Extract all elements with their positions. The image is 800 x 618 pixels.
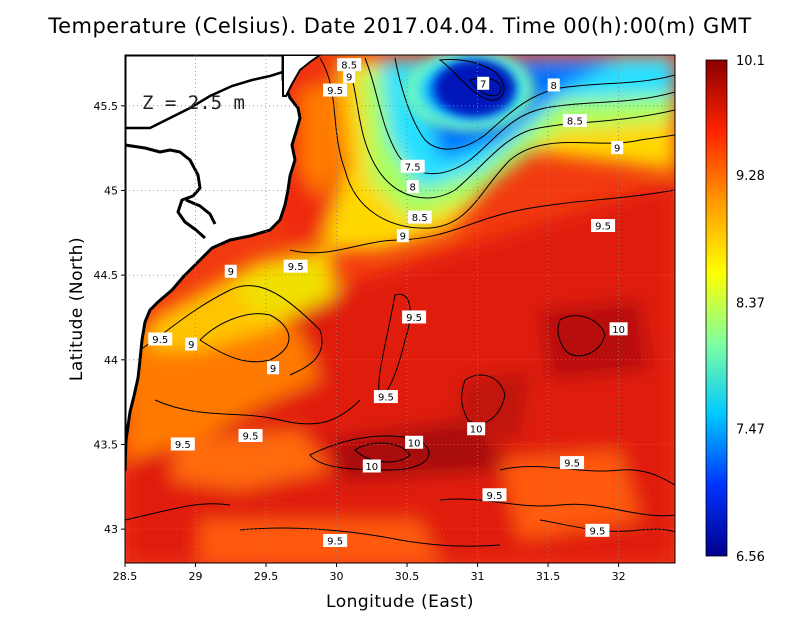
contour-label-text: 10 — [365, 462, 378, 473]
x-tick-label: 32 — [612, 570, 626, 583]
contour-label: 9 — [396, 229, 409, 243]
contour-label: 9.5 — [283, 259, 308, 273]
contour-label: 9.5 — [560, 456, 585, 470]
x-tick-label: 29 — [189, 570, 203, 583]
x-tick-label: 28.5 — [113, 570, 138, 583]
x-tick-label: 30.5 — [395, 570, 420, 583]
y-axis-label: Latitude (North) — [67, 237, 87, 381]
coast-detail — [125, 70, 284, 130]
x-tick-label: 31.5 — [536, 570, 561, 583]
map-grid — [125, 55, 675, 563]
contour-label: 9.5 — [373, 390, 398, 404]
depth-label: Z = 2.5 m — [142, 92, 245, 114]
contour-label-text: 9.5 — [406, 313, 422, 324]
contour-label: 8.5 — [407, 210, 432, 224]
contour-label: 8 — [406, 180, 419, 194]
contour-label: 8 — [547, 78, 560, 92]
contour-label: 9.5 — [148, 332, 173, 346]
contour-label-text: 9 — [228, 267, 234, 278]
y-tick-label: 45 — [104, 184, 118, 197]
contour-label: 7 — [477, 76, 490, 90]
contour-label-text: 9.5 — [564, 459, 580, 470]
contour-label: 8.5 — [562, 114, 587, 128]
contour-label-text: 9 — [270, 364, 276, 375]
contour-label-text: 9.5 — [288, 262, 304, 273]
contour-label: 9 — [611, 141, 624, 155]
y-tick-label: 44 — [104, 354, 118, 367]
y-tick-label: 43.5 — [94, 438, 119, 451]
map-title: Temperature (Celsius). Date 2017.04.04. … — [48, 14, 752, 38]
contour-label-text: 9.5 — [378, 393, 394, 404]
contour-label: 9 — [224, 264, 237, 278]
contour-label-text: 8 — [410, 183, 416, 194]
contour-label: 10 — [362, 459, 381, 473]
plot-frame — [124, 54, 676, 564]
contour-label-text: 8.5 — [412, 213, 428, 224]
contour-label: 8.5 — [337, 58, 362, 72]
y-tick-label: 44.5 — [94, 269, 119, 282]
contour-label-text: 7.5 — [405, 162, 421, 173]
contour-label: 10 — [609, 322, 628, 336]
x-tick-label: 29.5 — [254, 570, 279, 583]
x-tick-label: 31 — [471, 570, 485, 583]
colorbar-tick-label: 9.28 — [736, 169, 765, 184]
contour-label-text: 9.5 — [152, 335, 168, 346]
land-area — [125, 55, 302, 472]
contour-label-text: 9.5 — [175, 440, 191, 451]
y-tick-label: 45.5 — [94, 100, 119, 113]
contour-label: 9.5 — [323, 83, 348, 97]
contour-label-text: 7 — [480, 79, 486, 90]
contour-label-text: 9.5 — [243, 432, 259, 443]
contour-label-text: 9.5 — [487, 491, 503, 502]
contour-label: 9.5 — [323, 533, 348, 547]
colorbar-tick-label: 8.37 — [736, 296, 765, 311]
y-tick-label: 43 — [104, 523, 118, 536]
contour-label-text: 9.5 — [327, 86, 343, 97]
contour-label: 9.5 — [238, 429, 263, 443]
contour-label-text: 9 — [188, 340, 194, 351]
lagoon-outline — [125, 143, 217, 240]
contour-label: 10 — [405, 435, 424, 449]
contour-label: 7.5 — [400, 159, 425, 173]
x-tick-label: 30 — [330, 570, 344, 583]
contour-label: 9.5 — [585, 523, 610, 537]
contour-label: 9.5 — [402, 310, 427, 324]
contour-label: 9.5 — [591, 219, 616, 233]
colorbar-tick-label: 6.56 — [736, 550, 765, 565]
contour-label-text: 9.5 — [589, 526, 605, 537]
contour-label: 10 — [467, 422, 486, 436]
colorbar-gradient — [705, 59, 728, 557]
colorbar-ticks: 10.1 9.28 8.37 7.47 6.56 — [736, 54, 765, 565]
colorbar-tick-label: 10.1 — [736, 54, 765, 69]
contour-label-text: 9.5 — [595, 222, 611, 233]
colorbar-tick-label: 7.47 — [736, 422, 765, 437]
contour-label-text: 9 — [614, 144, 620, 155]
contour-label-text: 8 — [551, 81, 557, 92]
contour-label-text: 9 — [400, 232, 406, 243]
x-axis-ticks: 28.5 29 29.5 30 30.5 31 31.5 32 — [113, 563, 626, 583]
y-axis-ticks: 43 43.5 44 44.5 45 45.5 — [94, 100, 125, 536]
colorbar: 10.1 9.28 8.37 7.47 6.56 — [705, 54, 765, 565]
contour-label-text: 9 — [346, 73, 352, 84]
contour-label-text: 10 — [612, 325, 625, 336]
contour-label: 9.5 — [170, 437, 195, 451]
contour-label-text: 10 — [470, 425, 483, 436]
contour-label-text: 8.5 — [341, 61, 357, 72]
contour-label: 9.5 — [482, 488, 507, 502]
contour-label: 9 — [267, 361, 280, 375]
contour-label-text: 10 — [408, 438, 421, 449]
x-axis-label: Longitude (East) — [326, 592, 474, 612]
contour-label-text: 8.5 — [567, 117, 583, 128]
contour-label-text: 9.5 — [327, 536, 343, 547]
contour-label: 9 — [185, 337, 198, 351]
contour-label: 9 — [343, 70, 356, 84]
